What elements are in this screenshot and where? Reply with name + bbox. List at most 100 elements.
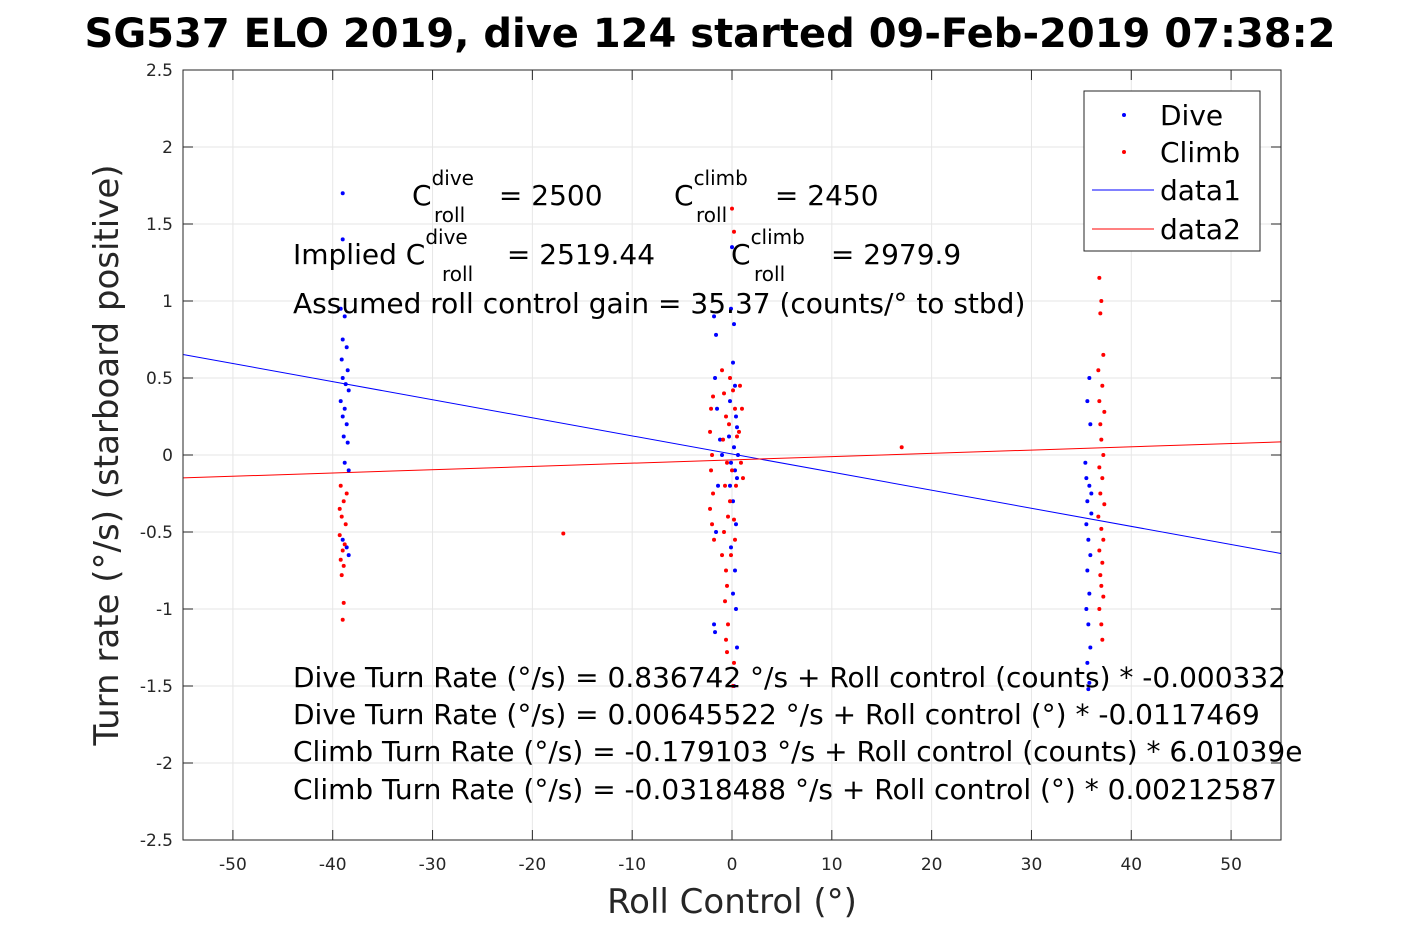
climb-point	[728, 376, 733, 380]
climb-point	[708, 429, 713, 434]
x-tick-label: -10	[618, 855, 646, 875]
x-tick-label: 10	[821, 855, 843, 875]
dive-point	[340, 376, 345, 380]
dive-point	[729, 545, 734, 550]
legend-climb-marker	[1122, 150, 1126, 154]
y-tick-label: 0	[162, 446, 173, 466]
climb-point	[1099, 622, 1104, 627]
climb-point	[899, 445, 904, 450]
dive-point	[1084, 607, 1089, 611]
dive-point	[338, 306, 343, 311]
climb-point	[344, 491, 349, 496]
legend-dive-marker	[1122, 113, 1126, 117]
y-tick-labels: 2.5 2 1.5 1 0.5 0 -0.5 -1 -1.5 -2 -2.5	[140, 61, 173, 851]
dive-point	[714, 530, 719, 534]
x-tick-label: 20	[921, 855, 943, 875]
c-roll-dive-text: Cdive roll = 2500	[412, 166, 603, 227]
climb-point	[341, 563, 346, 568]
dive-point	[730, 245, 734, 250]
climb-point	[724, 568, 729, 573]
climb-point	[723, 483, 728, 488]
implied-c-roll-climb-text: Cclimb roll = 2979.9	[731, 225, 961, 286]
x-tick-label: 0	[727, 855, 738, 875]
legend: Dive Climb data1 data2	[1083, 90, 1261, 252]
dive-point	[728, 399, 733, 404]
fit-line-data1	[182, 354, 1282, 555]
dive-point	[713, 376, 718, 380]
implied-c-roll-dive-text: Implied Cdive roll = 2519.44	[293, 225, 655, 286]
dive-eq-degrees: Dive Turn Rate (°/s) = 0.00645522 °/s + …	[293, 698, 1260, 731]
climb-point	[726, 622, 731, 627]
dive-point	[1088, 645, 1093, 650]
y-tick-label: -0.5	[140, 523, 173, 543]
y-tick-label: -2.5	[140, 831, 173, 851]
ticks	[183, 69, 1281, 841]
climb-point	[338, 557, 343, 562]
dive-point	[340, 337, 345, 342]
climb-point	[340, 617, 345, 622]
climb-point	[1096, 368, 1101, 373]
dive-point	[735, 453, 740, 457]
climb-point	[731, 660, 736, 665]
x-tick-label: -20	[518, 855, 546, 875]
climb-point	[1097, 465, 1102, 470]
climb-point	[732, 537, 737, 542]
dive-point	[339, 357, 344, 362]
climb-point	[727, 422, 732, 427]
dive-point	[720, 453, 725, 457]
dive-point	[342, 460, 347, 465]
climb-point	[1097, 399, 1102, 404]
dive-point	[727, 434, 732, 439]
climb-point	[720, 368, 725, 373]
x-tick-label: 30	[1021, 855, 1043, 875]
climb-point	[731, 517, 736, 522]
dive-point	[731, 322, 736, 327]
dive-point	[346, 388, 351, 393]
climb-point	[730, 388, 735, 393]
dive-point	[346, 553, 351, 558]
dive-point	[340, 414, 345, 419]
dive-point	[732, 468, 737, 473]
dive-point	[338, 399, 343, 404]
climb-point	[337, 506, 342, 511]
fit-line-data2	[182, 441, 1282, 479]
dive-point	[345, 368, 350, 373]
dive-point	[712, 622, 717, 627]
y-tick-label: 2.5	[146, 61, 173, 81]
climb-point	[730, 206, 734, 211]
dive-point	[1087, 591, 1092, 596]
dive-point	[734, 645, 739, 650]
dive-point	[1083, 460, 1088, 465]
climb-point	[710, 453, 715, 457]
climb-point	[1099, 437, 1104, 442]
dive-point	[1087, 483, 1092, 488]
dive-point	[340, 537, 345, 542]
dive-point	[341, 434, 346, 439]
climb-point	[721, 437, 726, 442]
legend-data1-label: data1	[1160, 174, 1241, 207]
dive-point	[343, 382, 348, 387]
dive-point	[1089, 511, 1094, 516]
climb-point	[1098, 573, 1103, 578]
regression-equations: Dive Turn Rate (°/s) = 0.836742 °/s + Ro…	[293, 661, 1302, 806]
dive-point	[342, 406, 347, 411]
y-tick-label: 1	[162, 292, 173, 312]
climb-point	[722, 391, 727, 396]
climb-point	[1098, 491, 1103, 496]
climb-point	[723, 599, 728, 604]
climb-point	[339, 514, 344, 519]
dive-point	[733, 607, 738, 611]
dive-point	[1086, 537, 1091, 542]
climb-point	[724, 637, 729, 642]
x-tick-label: 40	[1120, 855, 1142, 875]
dive-point	[729, 460, 734, 465]
climb-point	[725, 650, 730, 655]
climb-point	[710, 522, 715, 527]
dive-point	[340, 191, 345, 196]
climb-point	[734, 434, 739, 439]
climb-point	[341, 499, 346, 504]
dive-point	[730, 499, 735, 504]
climb-point	[1097, 275, 1102, 280]
climb-point	[740, 476, 745, 481]
dive-point	[344, 345, 349, 350]
